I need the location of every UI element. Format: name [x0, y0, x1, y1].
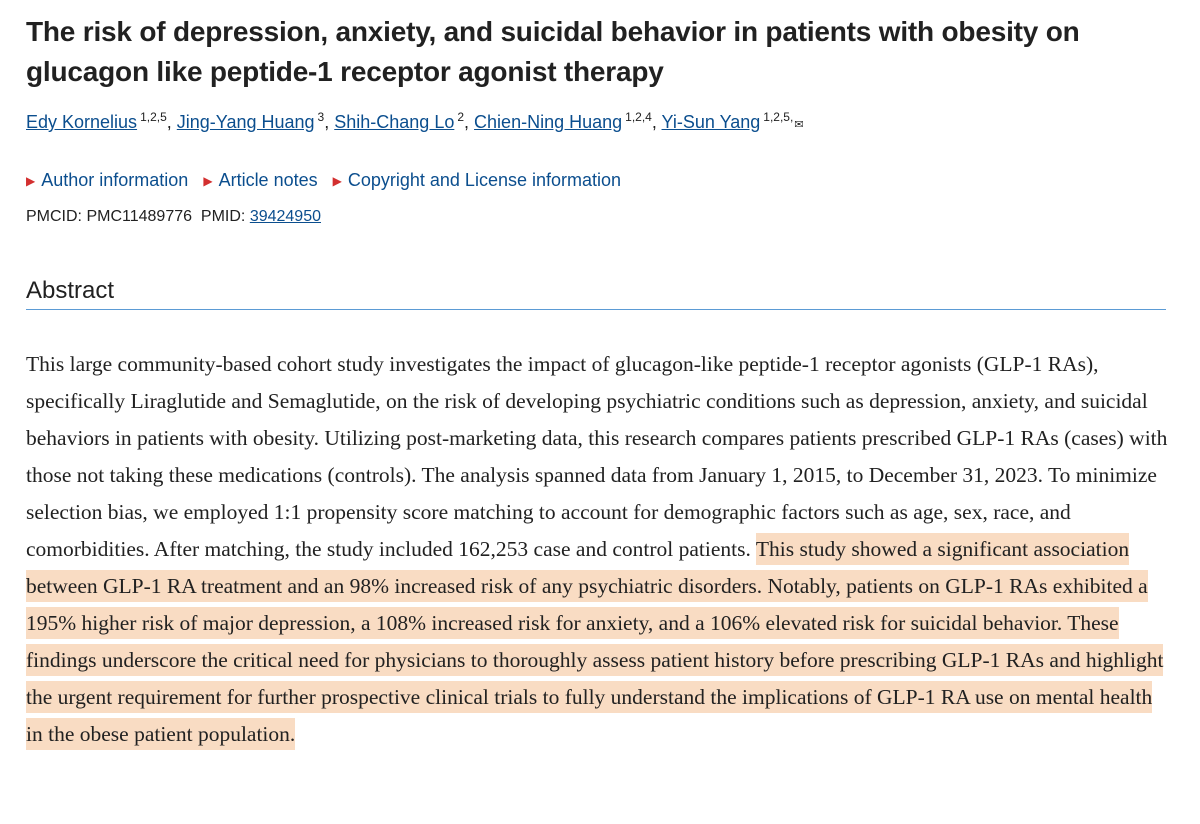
author-affiliation: 3 — [317, 110, 325, 124]
pmcid-value: PMC11489776 — [86, 208, 193, 225]
abstract-heading: Abstract — [26, 275, 1166, 310]
author-list: Edy Kornelius 1,2,5, Jing-Yang Huang 3, Sh… — [26, 110, 804, 132]
abstract-text: This large community-based cohort study … — [26, 346, 1171, 753]
abstract-plain-text: This large community-based cohort study … — [26, 352, 1168, 561]
author-affiliation: 1,2,5, — [763, 110, 794, 124]
author-link-cn-huang[interactable]: Chien-Ning Huang — [474, 112, 623, 132]
article-identifiers: PMCID: PMC11489776 PMID: 39424950 — [26, 205, 321, 229]
author-affiliation: 2 — [457, 110, 465, 124]
triangle-right-icon: ▶ — [203, 174, 213, 188]
article-title: The risk of depression, anxiety, and sui… — [26, 16, 1080, 87]
copyright-license-label: Copyright and License information — [347, 170, 622, 190]
author-link-kornelius[interactable]: Edy Kornelius — [26, 112, 138, 132]
pmid-link[interactable]: 39424950 — [249, 208, 321, 225]
copyright-license-toggle[interactable]: ▶ Copyright and License information — [333, 170, 621, 190]
abstract-highlighted-text: This study showed a significant associat… — [26, 533, 1164, 750]
article-notes-toggle[interactable]: ▶ Article notes — [203, 170, 317, 190]
article-info-links: ▶ Author information ▶ Article notes ▶ Copy… — [26, 167, 631, 194]
author-link-yang[interactable]: Yi-Sun Yang — [661, 112, 761, 132]
pmid-label: PMID: — [200, 208, 246, 225]
author-affiliation: 1,2,5 — [140, 110, 167, 124]
author-link-jy-huang[interactable]: Jing-Yang Huang — [176, 112, 315, 132]
article-notes-label: Article notes — [218, 170, 318, 190]
author-information-label: Author information — [41, 170, 189, 190]
author-link-lo[interactable]: Shih-Chang Lo — [334, 112, 455, 132]
envelope-icon[interactable]: ✉ — [794, 119, 804, 131]
triangle-right-icon: ▶ — [332, 174, 342, 188]
author-information-toggle[interactable]: ▶ Author information — [26, 170, 188, 190]
pmcid-label: PMCID: — [26, 208, 82, 225]
triangle-right-icon: ▶ — [26, 174, 36, 188]
author-affiliation: 1,2,4 — [625, 110, 652, 124]
